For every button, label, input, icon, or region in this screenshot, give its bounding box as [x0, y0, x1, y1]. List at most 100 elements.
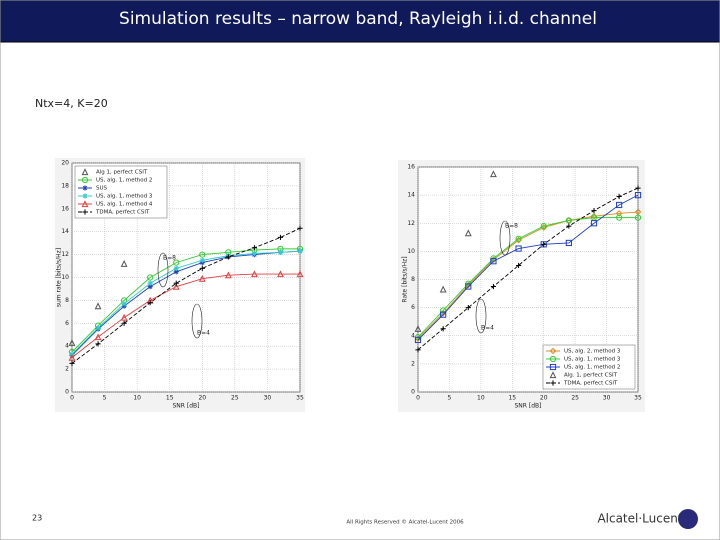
legend-label: US, alg. 1, method 2	[564, 365, 620, 371]
marker	[515, 245, 522, 252]
series-line	[71, 227, 301, 364]
series-line	[417, 211, 639, 339]
y-tick-label: 4	[65, 343, 69, 350]
y-tick-label: 4	[411, 332, 415, 339]
marker	[199, 251, 206, 258]
x-tick-label: 20	[198, 395, 206, 402]
y-tick-label: 8	[65, 297, 69, 304]
marker	[199, 257, 205, 263]
marker	[94, 333, 102, 341]
y-tick-label: 14	[61, 228, 69, 235]
y-tick-label: 12	[407, 220, 415, 227]
logo-icon	[678, 509, 698, 529]
marker	[414, 325, 422, 332]
y-tick-label: 10	[407, 248, 415, 255]
marker	[566, 223, 572, 229]
slide-title: Simulation results – narrow band, Raylei…	[119, 9, 597, 29]
annotation: B=8	[163, 255, 176, 262]
marker	[541, 241, 547, 247]
marker	[591, 207, 597, 214]
x-axis-label: SNR [dB]	[173, 403, 200, 410]
annotation: B=8	[505, 223, 518, 230]
series-line	[71, 250, 301, 356]
marker	[225, 254, 231, 260]
y-tick-label: 16	[407, 164, 415, 171]
marker	[250, 270, 258, 278]
marker	[147, 274, 154, 281]
marker	[277, 234, 284, 241]
x-tick-label: 25	[231, 395, 239, 402]
marker	[616, 193, 622, 200]
legend-label: Alg 1, perfect CSIT	[96, 170, 148, 176]
x-tick-label: 5	[103, 395, 107, 402]
y-tick-label: 12	[61, 251, 69, 258]
marker	[615, 210, 623, 217]
marker	[147, 300, 153, 306]
marker	[634, 214, 642, 221]
x-tick-label: 5	[448, 395, 452, 402]
marker	[634, 192, 642, 199]
y-tick-label: 14	[407, 192, 415, 199]
legend-label: US, alg. 1, method 4	[96, 202, 153, 208]
annotation: B=4	[197, 330, 210, 337]
x-tick-label: 0	[416, 395, 420, 402]
x-tick-label: 35	[296, 395, 304, 402]
y-tick-label: 2	[65, 366, 69, 373]
x-tick-label: 15	[166, 395, 174, 402]
x-tick-label: 35	[634, 395, 642, 402]
marker	[68, 339, 76, 346]
marker	[590, 220, 598, 227]
legend-marker	[82, 185, 88, 191]
marker	[616, 201, 623, 209]
series-line	[417, 194, 639, 341]
marker	[297, 225, 303, 231]
legend-marker	[549, 355, 557, 363]
marker	[121, 301, 127, 307]
y-tick-label: 2	[411, 360, 415, 367]
legend-marker	[549, 371, 557, 379]
series-line	[71, 273, 300, 359]
marker	[120, 260, 128, 267]
marker	[515, 236, 522, 244]
annotation-ellipse	[191, 303, 203, 339]
x-tick-label: 0	[70, 395, 74, 402]
marker	[95, 341, 101, 347]
x-tick-label: 30	[264, 395, 272, 402]
marker	[69, 360, 75, 366]
x-tick-label: 25	[571, 395, 579, 402]
marker	[147, 280, 153, 286]
legend-marker	[550, 380, 556, 386]
y-tick-label: 8	[411, 276, 415, 283]
marker	[173, 259, 180, 266]
legend-marker	[81, 168, 89, 176]
series-line	[71, 248, 300, 353]
legend-marker	[81, 200, 89, 208]
marker	[251, 245, 257, 251]
legend-marker	[549, 363, 557, 371]
marker	[120, 313, 128, 321]
legend-label: SUS	[96, 186, 108, 192]
marker	[147, 284, 153, 290]
subtitle: Ntx=4, K=20	[35, 97, 108, 110]
marker	[297, 248, 303, 254]
legend-box	[74, 165, 168, 219]
marker	[440, 326, 446, 332]
x-tick-label: 15	[508, 395, 516, 402]
marker	[515, 235, 522, 242]
annotation-ellipse	[157, 252, 169, 288]
marker	[199, 265, 205, 271]
marker	[251, 250, 257, 257]
marker	[172, 282, 180, 290]
marker	[616, 214, 623, 221]
marker	[565, 239, 572, 247]
legend-label: TDMA, perfect CSIT	[95, 210, 150, 216]
marker	[439, 285, 447, 293]
marker	[490, 170, 497, 178]
y-axis-label: Rate [bits/s/Hz]	[402, 256, 409, 302]
marker	[173, 280, 179, 286]
marker	[464, 229, 472, 237]
marker	[198, 274, 206, 282]
marker	[173, 265, 179, 271]
legend-marker	[81, 176, 89, 184]
series-line	[417, 217, 638, 338]
